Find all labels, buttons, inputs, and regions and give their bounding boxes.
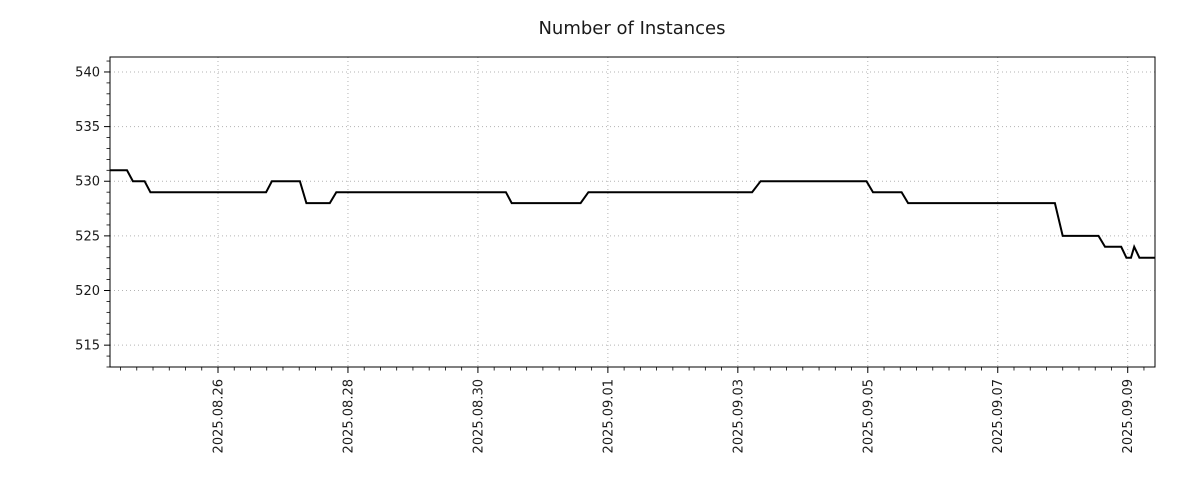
y-axis-tick-label: 540 <box>75 65 100 80</box>
y-axis-tick-label: 515 <box>75 339 100 354</box>
y-axis-tick-label: 525 <box>75 229 100 244</box>
tick-label-layer: 515 520 525 530 535 540 2025.08.26 2025.08.28 20… <box>75 65 1136 453</box>
grid-layer <box>110 57 1155 367</box>
chart-title: Number of Instances <box>538 18 725 39</box>
x-axis-tick-label: 2025.08.26 <box>211 379 226 453</box>
tick-layer <box>104 60 1145 373</box>
plot-border <box>109 56 1156 368</box>
y-axis-tick-label: 530 <box>75 175 100 190</box>
x-axis-tick-label: 2025.08.28 <box>341 379 356 453</box>
x-axis-tick-label: 2025.09.07 <box>991 379 1006 453</box>
x-axis-tick-label: 2025.08.30 <box>471 379 486 453</box>
y-axis-tick-label: 520 <box>75 284 100 299</box>
y-axis-tick-label: 535 <box>75 120 100 135</box>
x-axis-tick-label: 2025.09.01 <box>601 379 616 453</box>
x-axis-tick-label: 2025.09.09 <box>1121 379 1136 453</box>
x-axis-tick-label: 2025.09.05 <box>861 379 876 453</box>
series-layer <box>110 169 1155 259</box>
data-line-instances <box>110 169 1155 259</box>
x-axis-tick-label: 2025.09.03 <box>731 379 746 453</box>
